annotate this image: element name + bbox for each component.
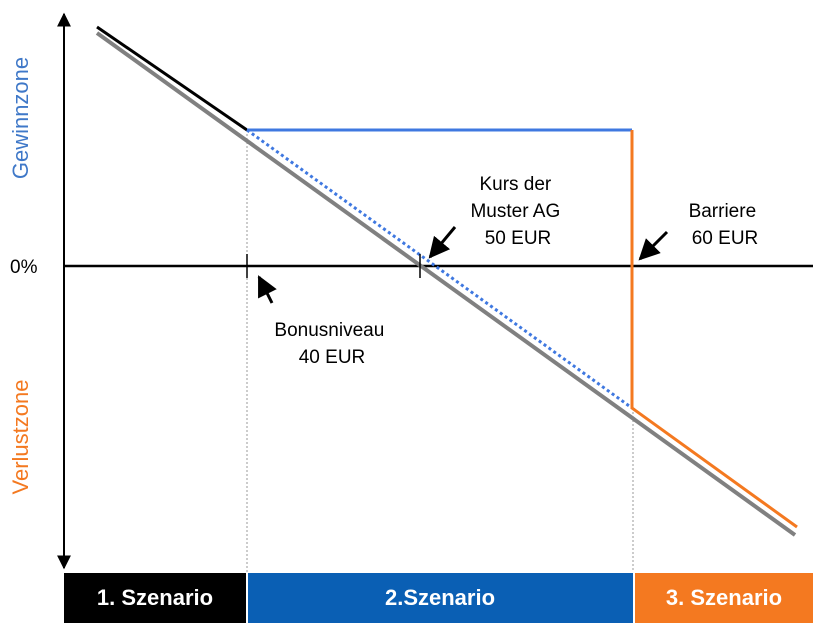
- arrow: [428, 226, 457, 259]
- bonus-label: Bonusniveau 40 EUR: [274, 320, 389, 368]
- loss-zone: Verlustzone: [8, 380, 33, 495]
- scenario-label: 2.Szenario: [385, 585, 495, 610]
- scenario-box: [248, 573, 633, 623]
- scenario3-line: [630, 130, 798, 529]
- zero-label: 0%: [10, 257, 38, 278]
- gain-zone: Gewinnzone: [8, 57, 33, 179]
- arrow: [257, 275, 277, 304]
- dotted-line: [246, 128, 633, 410]
- scenario1-line: [96, 25, 248, 132]
- share-line: [95, 31, 797, 537]
- scenario-box: [635, 573, 813, 623]
- scenario-label: 1. Szenario: [97, 585, 213, 610]
- price-label: Kurs der Muster AG 50 EUR: [470, 174, 565, 249]
- scenario-label: 3. Szenario: [666, 585, 782, 610]
- barrier-label: Barriere 60 EUR: [689, 201, 762, 249]
- arrow: [638, 230, 669, 261]
- scenario-box: [64, 573, 246, 623]
